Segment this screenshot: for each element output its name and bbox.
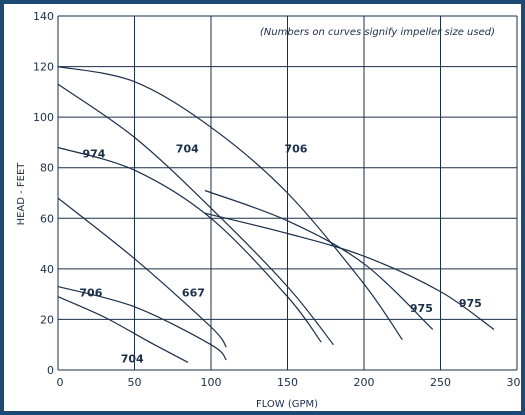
curve-label-975: 975 [410,302,433,315]
y-tick-label: 140 [33,10,54,23]
curve-impeller-706-4 [57,286,227,361]
y-tick-label: 80 [40,162,54,175]
x-tick-label: 50 [128,376,142,389]
curve-label-704: 704 [121,352,144,365]
curves [57,66,495,363]
y-axis-label: HEAD - FEET [16,162,27,226]
x-tick-label: 300 [507,376,522,389]
y-tick-label: 40 [40,263,54,276]
curve-impeller-706-0 [57,66,403,341]
grid [57,15,518,371]
chart-panel: 0 50 100 150 200 250 300 0 20 40 60 80 100 120 140 706… [4,4,521,411]
y-tick-label: 100 [33,111,54,124]
x-tick-label: 250 [430,376,451,389]
y-tick-label: 20 [40,313,54,326]
pump-curve-chart: 0 50 100 150 200 250 300 0 20 40 60 80 100 120 140 706… [16,10,521,410]
curve-impeller-975-7 [204,212,495,330]
axes: 0 50 100 150 200 250 300 0 20 40 60 80 100 120 140 [33,10,521,389]
curve-impeller-975-6 [204,189,434,330]
y-tick-label: 60 [40,212,54,225]
x-tick-label: 200 [354,376,375,389]
curve-label-974: 974 [82,148,105,161]
curve-labels: 706 704 974 667 706 704 975 975 [79,143,481,366]
curve-impeller-704-5 [57,296,189,363]
x-tick-label: 0 [57,376,64,389]
x-tick-label: 150 [277,376,298,389]
y-tick-label: 0 [47,364,54,377]
x-tick-label: 100 [201,376,222,389]
curve-label-706: 706 [79,287,102,300]
curve-impeller-704-1 [57,83,334,346]
y-tick-label: 120 [33,61,54,74]
curve-label-706: 706 [284,143,307,156]
chart-annotation: (Numbers on curves signify impeller size… [260,27,495,38]
curve-label-704: 704 [176,143,199,156]
curve-impeller-974-2 [57,146,322,343]
curve-label-667: 667 [182,287,205,300]
x-axis-label: FLOW (GPM) [256,399,318,410]
curve-impeller-667-3 [57,197,227,348]
curve-label-975: 975 [459,297,482,310]
